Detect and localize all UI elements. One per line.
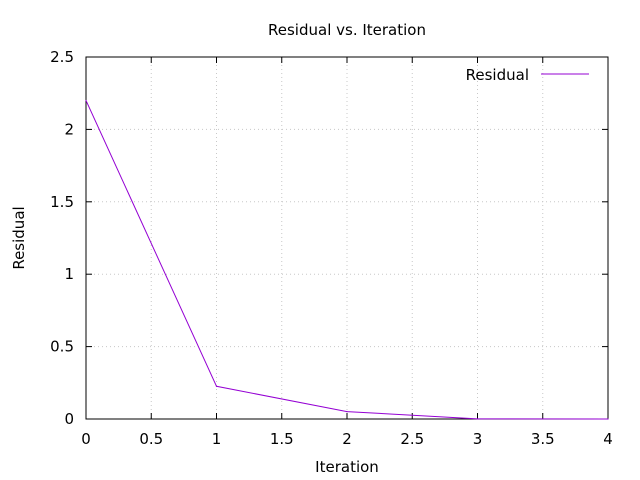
x-tick-label: 0.5 <box>139 430 163 448</box>
y-tick-label: 1.5 <box>50 193 74 211</box>
x-tick-label: 1 <box>212 430 222 448</box>
plot-border <box>85 56 609 420</box>
x-tick-label: 1.5 <box>270 430 294 448</box>
series-layer <box>85 99 609 420</box>
y-tick-label: 1 <box>64 265 74 283</box>
legend-label: Residual <box>466 66 529 84</box>
data-point <box>215 385 218 387</box>
x-tick-label: 3.5 <box>531 430 555 448</box>
chart-title: Residual vs. Iteration <box>268 21 426 39</box>
y-tick-label: 2.5 <box>50 48 74 66</box>
y-tick-label: 2 <box>64 120 74 138</box>
x-tick-label: 0 <box>81 430 91 448</box>
data-point <box>476 418 479 420</box>
y-tick-label: 0 <box>64 410 74 428</box>
data-point <box>85 99 87 102</box>
y-tick-label: 0.5 <box>50 338 74 356</box>
series-line-residual <box>85 100 609 420</box>
x-tick-label: 2.5 <box>400 430 424 448</box>
data-point <box>607 418 609 420</box>
x-tick-label: 2 <box>342 430 352 448</box>
text-layer: Residual vs. Iteration Iteration Residua… <box>10 21 613 476</box>
x-tick-label: 3 <box>473 430 483 448</box>
data-point <box>346 411 348 413</box>
x-tick-label: 4 <box>603 430 613 448</box>
axis-layer <box>85 56 609 420</box>
x-axis-title: Iteration <box>315 458 379 476</box>
grid-layer <box>86 57 608 419</box>
y-axis-title: Residual <box>10 206 28 269</box>
